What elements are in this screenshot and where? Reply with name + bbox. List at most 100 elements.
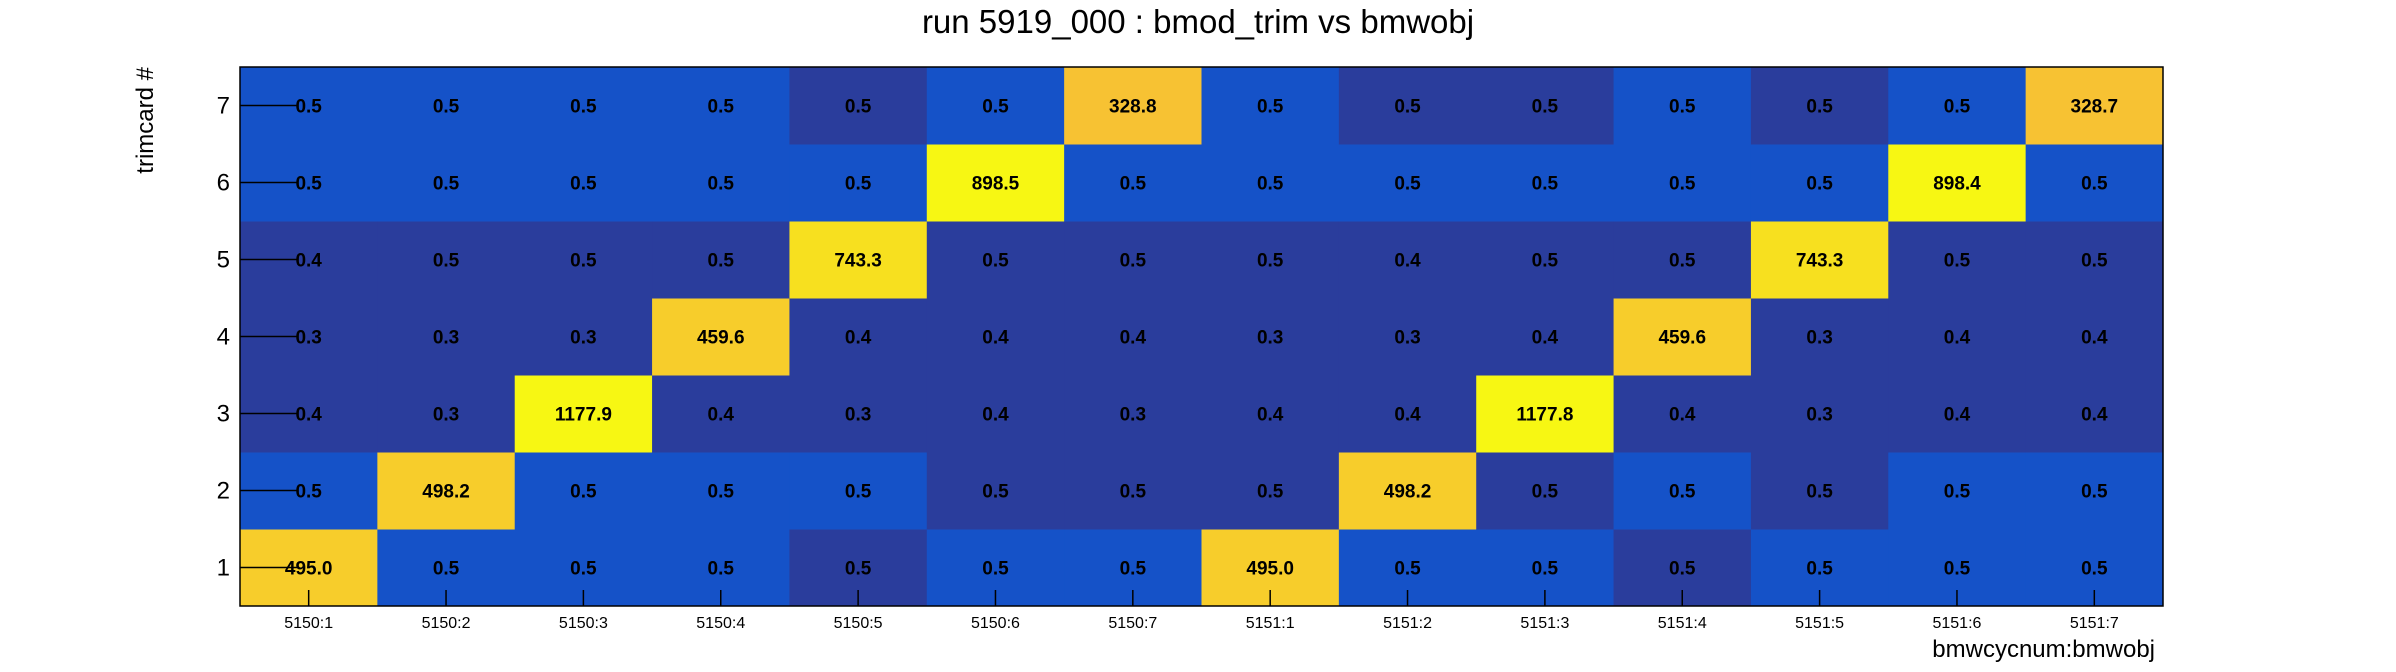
x-tick-label: 5151:3 [1520, 615, 1569, 632]
cell-value-label: 0.3 [433, 328, 459, 349]
cell-value-label: 0.5 [1120, 482, 1147, 503]
heatmap-cell [926, 144, 1065, 222]
cell-value-label: 0.5 [845, 559, 872, 580]
cell-value-label: 0.5 [1669, 251, 1696, 272]
cell-value-label: 0.5 [1120, 559, 1147, 580]
cell-value-label: 898.4 [1933, 174, 1981, 195]
cell-value-label: 0.5 [708, 559, 735, 580]
cell-value-label: 0.5 [2081, 251, 2108, 272]
cell-value-label: 328.8 [1109, 97, 1157, 118]
heatmap-cell [789, 144, 928, 222]
heatmap-cell [1613, 298, 1752, 376]
y-tick-label: 3 [217, 401, 230, 428]
x-axis-ticks: 5150:1 5150:2 5150:3 5150:4 5150:5 5150:6 5150… [284, 590, 2119, 632]
cell-value-label: 743.3 [1796, 251, 1844, 272]
cell-value-label: 0.5 [1532, 251, 1559, 272]
cell-value-label: 0.5 [2081, 174, 2108, 195]
heatmap-cell [926, 375, 1065, 453]
heatmap-cell [1338, 298, 1477, 376]
x-tick-label: 5151:7 [2070, 615, 2119, 632]
cell-value-label: 0.5 [1257, 251, 1284, 272]
cell-value-label: 0.3 [1120, 405, 1146, 426]
heatmap-cell [1338, 144, 1477, 222]
y-axis-title: trimcard # [132, 66, 159, 173]
chart-title: run 5919_000 : bmod_trim vs bmwobj [922, 3, 1474, 40]
cell-value-label: 0.5 [1532, 97, 1559, 118]
cell-value-label: 0.5 [1120, 251, 1147, 272]
x-axis-title: bmwcycnum:bmwobj [1932, 636, 2155, 663]
cell-value-label: 0.5 [1944, 559, 1971, 580]
y-tick-label: 1 [217, 555, 230, 582]
heatmap-cell [652, 298, 790, 376]
cell-value-label: 0.4 [1669, 405, 1696, 426]
cell-value-label: 0.5 [1394, 97, 1421, 118]
heatmap-cell [1888, 221, 2027, 299]
cell-value-label: 0.3 [1806, 405, 1832, 426]
cell-value-label: 495.0 [285, 559, 333, 580]
cell-value-label: 0.5 [1257, 174, 1284, 195]
heatmap-cell [1201, 298, 1340, 376]
cell-value-label: 0.5 [1257, 482, 1284, 503]
heatmap-cell [789, 221, 928, 299]
cell-value-label: 0.4 [1532, 328, 1559, 349]
cell-value-label: 0.5 [708, 482, 735, 503]
cell-value-label: 498.2 [1384, 482, 1432, 503]
cell-value-label: 0.5 [708, 97, 735, 118]
heatmap-cell [1476, 67, 1615, 145]
x-tick-label: 5150:5 [834, 615, 883, 632]
x-tick-label: 5150:7 [1108, 615, 1157, 632]
heatmap-cell [1338, 452, 1477, 530]
cell-value-label: 1177.8 [1516, 405, 1573, 426]
cell-value-label: 0.5 [1944, 97, 1971, 118]
heatmap-cell [377, 221, 516, 299]
cell-value-label: 0.5 [1257, 97, 1284, 118]
heatmap-cell [1476, 144, 1615, 222]
heatmap-cell [1064, 375, 1202, 453]
cell-value-label: 459.6 [697, 328, 745, 349]
heatmap-cell [1888, 375, 2027, 453]
cell-value-label: 0.5 [2081, 482, 2108, 503]
heatmap-cell [1064, 298, 1202, 376]
heatmap-cell [1338, 67, 1477, 145]
heatmap-cell [1750, 221, 1889, 299]
heatmap-cell [2025, 67, 2164, 145]
cell-value-label: 0.5 [1669, 559, 1696, 580]
cell-value-label: 0.5 [1806, 482, 1833, 503]
cell-value-label: 0.5 [295, 97, 322, 118]
heatmap-cell [2025, 144, 2164, 222]
y-tick-label: 4 [217, 324, 230, 351]
heatmap-cell-labels: 495.0 0.5 0.5 0.5 0.5 0.5 0.5 495.0 0.5 0.5 0.5 0.5… [285, 97, 2118, 580]
x-tick-label: 5151:5 [1795, 615, 1844, 632]
heatmap-cell [2025, 298, 2164, 376]
cell-value-label: 0.5 [1669, 174, 1696, 195]
cell-value-label: 0.5 [570, 174, 597, 195]
heatmap-cells [240, 67, 2164, 607]
cell-value-label: 0.4 [708, 405, 735, 426]
heatmap-cell [789, 298, 928, 376]
heatmap-cell [652, 221, 790, 299]
cell-value-label: 0.5 [570, 559, 597, 580]
heatmap-cell [652, 144, 790, 222]
heatmap-cell [1064, 221, 1202, 299]
heatmap-cell [2025, 375, 2164, 453]
cell-value-label: 0.5 [1394, 559, 1421, 580]
cell-value-label: 0.5 [708, 251, 735, 272]
cell-value-label: 0.5 [982, 251, 1009, 272]
x-tick-label: 5150:1 [284, 615, 333, 632]
cell-value-label: 0.5 [433, 559, 460, 580]
y-tick-label: 6 [217, 170, 230, 197]
heatmap-cell [377, 144, 516, 222]
x-tick-label: 5151:2 [1383, 615, 1432, 632]
heatmap-cell [1613, 375, 1752, 453]
cell-value-label: 0.3 [845, 405, 871, 426]
heatmap-cell [1750, 144, 1889, 222]
cell-value-label: 743.3 [834, 251, 882, 272]
heatmap-cell [1613, 144, 1752, 222]
x-tick-label: 5150:2 [422, 615, 471, 632]
cell-value-label: 0.3 [1257, 328, 1283, 349]
cell-value-label: 0.5 [1944, 482, 1971, 503]
heatmap-cell [926, 452, 1065, 530]
cell-value-label: 0.5 [845, 174, 872, 195]
cell-value-label: 0.5 [1532, 482, 1559, 503]
cell-value-label: 0.5 [433, 97, 460, 118]
